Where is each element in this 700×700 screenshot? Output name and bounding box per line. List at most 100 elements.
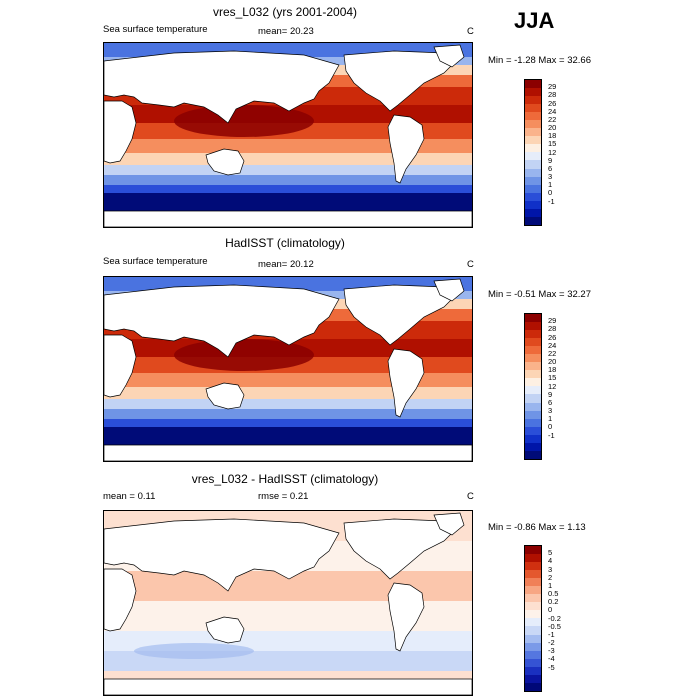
colorbar-swatch (525, 658, 541, 667)
colorbar-tick-label: 9 (548, 155, 553, 165)
colorbar-swatch (525, 426, 541, 435)
panel-2-variable-label: Sea surface temperature (103, 256, 208, 267)
colorbar-tick-label: -1 (548, 629, 555, 639)
panel-2-minmax: Min = -0.51 Max = 32.27 (488, 289, 591, 300)
panel-2-mean-label: mean= 20.12 (258, 259, 314, 270)
continent-outline (387, 582, 425, 652)
continent-outline (104, 444, 472, 461)
colorbar-swatch (525, 554, 541, 563)
colorbar-swatch (525, 442, 541, 451)
panel-2-units: C (467, 259, 474, 270)
continent-outline (104, 678, 472, 695)
continent-outline (104, 100, 137, 164)
field-band (104, 165, 472, 175)
continent-outline (104, 568, 137, 632)
colorbar-swatch (525, 578, 541, 587)
panel-3-map-svg (104, 511, 472, 695)
colorbar-tick-label: 4 (548, 556, 553, 566)
colorbar-tick-label: 0.5 (548, 589, 559, 598)
colorbar-tick-label: -4 (548, 654, 555, 664)
colorbar-tick-label: -5 (548, 662, 555, 672)
colorbar-swatch (525, 586, 541, 595)
colorbar-tick-label: 24 (548, 340, 557, 350)
colorbar-swatch (525, 338, 541, 347)
colorbar-tick-label: 9 (548, 389, 553, 399)
colorbar-swatch (525, 594, 541, 603)
continent-outline (104, 518, 340, 592)
colorbar-tick-label: -1 (548, 430, 555, 440)
colorbar-swatch (525, 618, 541, 627)
anomaly-patch (134, 643, 254, 659)
colorbar-tick-label: 1 (548, 414, 553, 424)
panel-1-map (103, 42, 473, 228)
colorbar-swatch (525, 354, 541, 363)
colorbar-tick-label: 22 (548, 114, 557, 124)
colorbar-tick-label: 3 (548, 172, 553, 181)
colorbar-tick-label: 0 (548, 422, 553, 432)
panel-2-colorbar (524, 313, 542, 460)
field-band (104, 175, 472, 185)
colorbar-tick-label: 20 (548, 357, 557, 366)
colorbar-swatch (525, 650, 541, 659)
continent-outline (387, 348, 425, 418)
field-band (104, 387, 472, 399)
colorbar-tick-label: 26 (548, 98, 557, 108)
colorbar-tick-label: 24 (548, 106, 557, 116)
colorbar-tick-label: 20 (548, 123, 557, 132)
colorbar-swatch (525, 674, 541, 683)
colorbar-swatch (525, 136, 541, 145)
panel-3-colorbar-labels: 5 4 3 2 1 0.5 0.2 0 -0.2 -0.5 -1 -2 -3 -4 -5 (548, 545, 578, 692)
colorbar-tick-label: -0.2 (548, 613, 561, 623)
panel-1-units: C (467, 26, 474, 37)
colorbar-tick-label: 29 (548, 82, 557, 92)
colorbar-swatch (525, 144, 541, 153)
colorbar-swatch (525, 314, 541, 323)
field-band (104, 409, 472, 419)
warm-pool (174, 339, 314, 371)
colorbar-tick-label: 0 (548, 605, 553, 615)
colorbar-swatch (525, 322, 541, 331)
colorbar-swatch (525, 80, 541, 89)
colorbar-swatch (525, 216, 541, 225)
panel-2-colorbar-labels: 29 28 26 24 22 20 18 15 12 9 6 3 1 0 -1 (548, 313, 578, 460)
warm-pool (174, 105, 314, 137)
panel-2-title: HadISST (climatology) (225, 236, 345, 250)
panel-3-title: vres_L032 - HadISST (climatology) (191, 472, 379, 486)
colorbar-tick-label: -0.5 (548, 621, 561, 631)
field-band (104, 399, 472, 409)
colorbar-tick-label: 18 (548, 131, 557, 141)
colorbar-tick-label: 12 (548, 381, 557, 391)
panel-3-colorbar (524, 545, 542, 692)
field-band (104, 153, 472, 165)
continent-outline (433, 44, 465, 68)
continent-outline (104, 334, 137, 398)
panel-2-map (103, 276, 473, 462)
colorbar-swatch (525, 88, 541, 97)
field-band (104, 671, 472, 679)
colorbar-tick-label: 28 (548, 324, 557, 334)
anomaly-patch (284, 571, 364, 591)
continent-outline (433, 512, 465, 536)
colorbar-tick-label: 29 (548, 316, 557, 326)
colorbar-swatch (525, 160, 541, 169)
panel-3-rmse-label: rmse = 0.21 (258, 491, 309, 502)
panel-1-colorbar-labels: 29 28 26 24 22 20 18 15 12 9 6 3 1 0 -1 (548, 79, 578, 226)
colorbar-tick-label: 0 (548, 188, 553, 198)
field-band (104, 185, 472, 193)
colorbar-swatch (525, 200, 541, 209)
colorbar-tick-label: 22 (548, 348, 557, 358)
colorbar-swatch (525, 626, 541, 635)
colorbar-swatch (525, 208, 541, 217)
colorbar-swatch (525, 610, 541, 619)
colorbar-swatch (525, 402, 541, 411)
continent-outline (205, 382, 245, 410)
field-band (104, 139, 472, 153)
colorbar-tick-label: 6 (548, 397, 553, 407)
colorbar-swatch (525, 362, 541, 371)
colorbar-swatch (525, 104, 541, 113)
colorbar-tick-label: 26 (548, 332, 557, 342)
panel-2-map-svg (104, 277, 472, 461)
colorbar-swatch (525, 434, 541, 443)
continent-outline (387, 114, 425, 184)
colorbar-swatch (525, 346, 541, 355)
